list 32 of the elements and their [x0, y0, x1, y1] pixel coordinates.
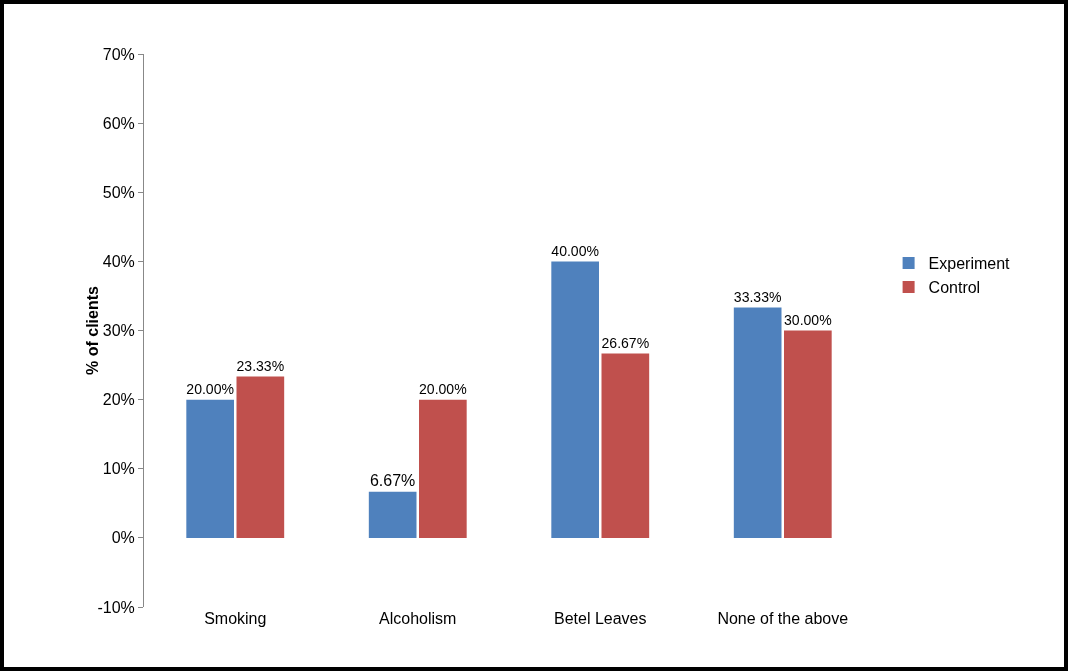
x-tick-label: Betel Leaves	[553, 610, 647, 627]
bar	[186, 399, 234, 538]
bar	[551, 261, 599, 538]
bar	[368, 491, 417, 538]
bar	[419, 399, 467, 538]
y-tick-label: 30%	[102, 322, 135, 340]
data-label: 20.00%	[186, 380, 234, 397]
x-tick-label: Smoking	[204, 610, 267, 627]
y-tick-label: 10%	[102, 460, 135, 478]
data-label: 20.00%	[419, 380, 467, 397]
bar	[236, 376, 285, 538]
data-label: 30.00%	[784, 311, 832, 328]
bar	[601, 353, 650, 538]
bar	[784, 330, 832, 538]
y-tick-label: 70%	[102, 45, 135, 63]
bar	[733, 307, 782, 538]
y-axis-title: % of clients	[83, 285, 101, 375]
y-tick-label: 50%	[102, 183, 135, 201]
y-tick-label: 20%	[102, 391, 135, 409]
data-label: 33.33%	[733, 288, 782, 305]
data-label: 26.67%	[601, 334, 650, 351]
data-label: 23.33%	[236, 357, 285, 374]
y-tick-label: 0%	[111, 529, 135, 547]
legend-label: Experiment	[928, 255, 1011, 273]
y-tick-label: 40%	[102, 252, 135, 270]
x-tick-label: None of the above	[717, 610, 849, 627]
y-tick-label: -10%	[97, 598, 135, 616]
data-label: 40.00%	[551, 242, 599, 259]
data-label: 6.67%	[369, 471, 416, 489]
x-tick-label: Alcoholism	[379, 610, 457, 627]
legend-label: Control	[928, 279, 981, 297]
y-tick-label: 60%	[102, 114, 135, 132]
